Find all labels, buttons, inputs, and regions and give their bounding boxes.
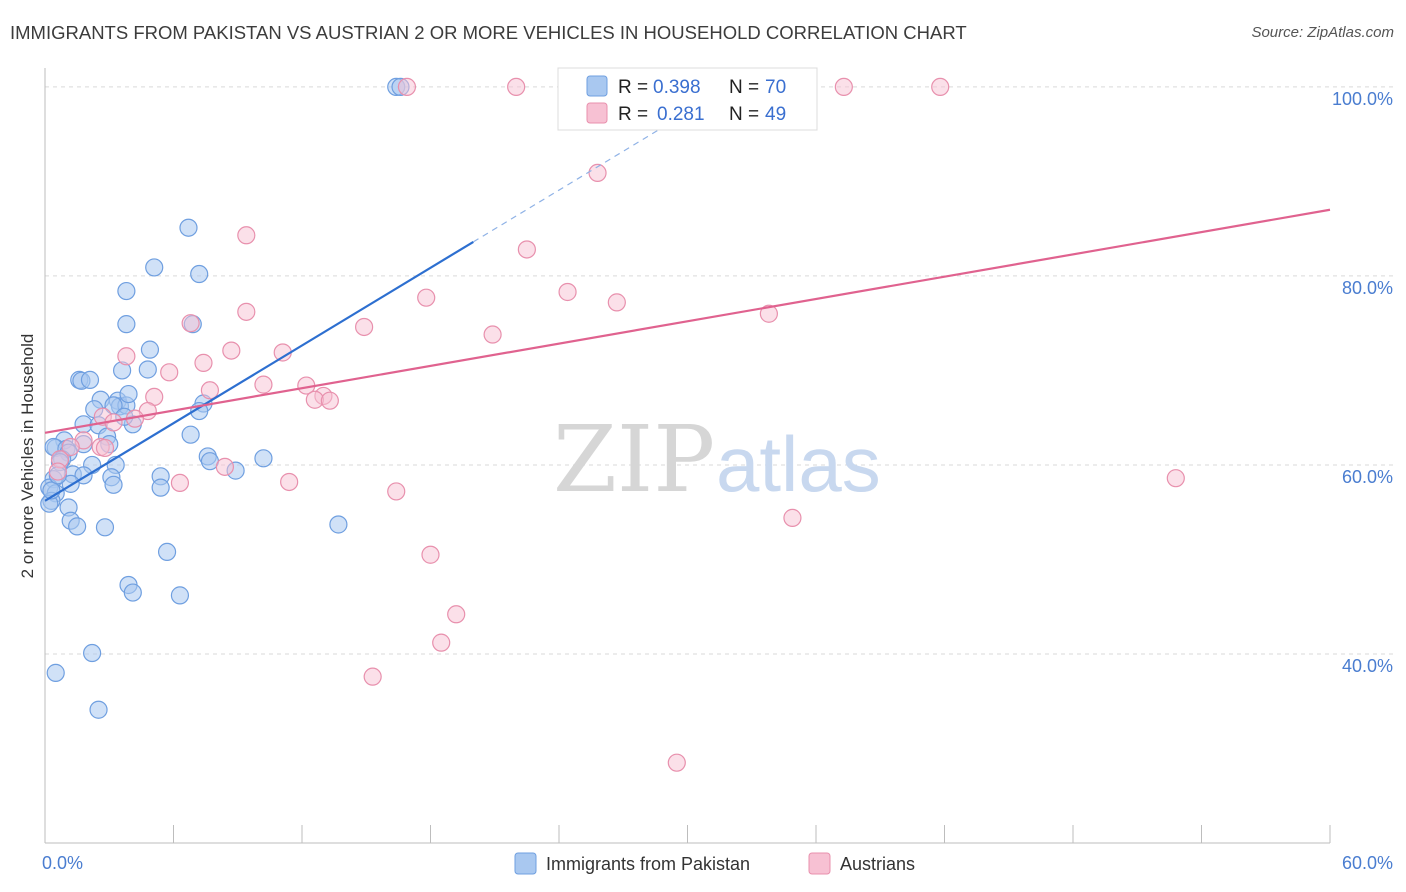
data-point-pakistan	[138, 360, 157, 379]
legend-r-label-1: R =	[618, 77, 648, 98]
data-point-austrians	[237, 226, 256, 245]
data-point-austrians	[254, 375, 273, 394]
data-point-pakistan	[170, 586, 190, 605]
legend-bottom-pink-swatch	[808, 852, 831, 875]
data-point-pakistan	[151, 478, 170, 497]
data-point-pakistan	[145, 258, 164, 277]
legend-bottom-label-2: Austrians	[840, 854, 915, 874]
legend-top: R = 0.398 N = 70 R = 0.281 N = 49	[557, 67, 818, 131]
trend-line-pakistan-extension	[473, 98, 710, 243]
legend-r-value-2: 0.281	[657, 104, 705, 125]
data-point-austrians	[117, 347, 136, 366]
x-tick-label-min: 0.0%	[42, 853, 83, 873]
data-point-austrians	[320, 391, 339, 410]
watermark-zip: ZIP	[553, 406, 715, 513]
legend-bottom-label-1: Immigrants from Pakistan	[546, 854, 750, 874]
data-point-austrians	[61, 437, 80, 457]
data-point-pakistan	[83, 643, 102, 663]
data-point-pakistan	[95, 518, 115, 537]
legend-blue-swatch	[586, 75, 608, 97]
data-point-austrians	[483, 325, 502, 344]
data-point-pakistan	[117, 281, 136, 301]
legend-r-value-1: 0.398	[653, 77, 701, 98]
x-tick-label-max: 60.0%	[1342, 853, 1393, 873]
data-point-pakistan	[140, 340, 160, 359]
data-point-austrians	[181, 314, 200, 333]
legend-bottom-blue-swatch	[514, 852, 537, 875]
legend-n-label-1: N =	[729, 77, 759, 98]
data-point-pakistan	[123, 583, 142, 602]
series-austrians-points	[48, 77, 1185, 772]
y-tick-label: 60.0%	[1342, 467, 1393, 487]
data-point-austrians	[222, 341, 241, 360]
data-point-austrians	[783, 508, 802, 527]
y-tick-label: 80.0%	[1342, 278, 1393, 298]
data-point-pakistan	[89, 700, 108, 719]
data-point-pakistan	[68, 517, 87, 536]
data-point-austrians	[588, 163, 607, 183]
trend-lines	[44, 98, 1331, 502]
data-point-pakistan	[181, 425, 200, 444]
data-point-austrians	[170, 473, 190, 493]
data-point-austrians	[417, 288, 436, 307]
data-point-austrians	[200, 381, 220, 400]
data-point-pakistan	[46, 663, 65, 682]
data-point-pakistan	[117, 315, 136, 334]
data-point-austrians	[432, 633, 451, 652]
grid-lines	[45, 86, 1395, 655]
y-axis-title: 2 or more Vehicles in Household	[18, 334, 37, 579]
data-point-austrians	[667, 753, 686, 772]
data-point-pakistan	[104, 475, 123, 494]
data-point-austrians	[215, 457, 234, 476]
data-point-austrians	[607, 293, 626, 312]
legend-pink-swatch	[586, 102, 608, 124]
trend-line-austrians	[44, 208, 1331, 434]
data-point-austrians	[160, 363, 179, 382]
data-point-austrians	[1166, 469, 1185, 488]
data-point-pakistan	[119, 384, 138, 404]
data-point-austrians	[363, 667, 382, 686]
data-point-austrians	[48, 462, 67, 481]
legend-n-label-2: N =	[729, 104, 759, 125]
data-point-austrians	[931, 77, 950, 97]
legend-n-value-1: 70	[765, 77, 786, 98]
data-point-pakistan	[80, 370, 100, 389]
source-label: Source: ZipAtlas.com	[1251, 24, 1394, 41]
data-point-pakistan	[157, 542, 177, 562]
data-point-austrians	[387, 482, 406, 501]
data-point-austrians	[355, 317, 374, 337]
y-tick-label: 40.0%	[1342, 656, 1393, 676]
data-point-austrians	[397, 77, 417, 97]
data-point-austrians	[447, 605, 466, 624]
watermark-atlas: atlas	[716, 420, 881, 508]
legend-n-value-2: 49	[765, 104, 786, 125]
data-point-austrians	[517, 240, 536, 259]
tick-labels: 40.0% 60.0% 80.0% 100.0% 0.0% 60.0%	[42, 89, 1393, 873]
legend-bottom: Immigrants from Pakistan Austrians	[514, 852, 915, 875]
watermark: ZIP atlas	[553, 406, 881, 513]
trend-line-pakistan	[44, 240, 474, 502]
chart-title: IMMIGRANTS FROM PAKISTAN VS AUSTRIAN 2 O…	[10, 22, 967, 43]
data-point-pakistan	[179, 218, 198, 237]
data-point-austrians	[280, 472, 299, 492]
legend-r-label-2: R =	[618, 104, 648, 125]
data-point-pakistan	[190, 264, 209, 284]
data-point-austrians	[194, 353, 213, 372]
data-point-austrians	[237, 302, 256, 321]
series-pakistan-points	[40, 77, 410, 719]
data-point-austrians	[558, 282, 577, 302]
axes	[44, 68, 1331, 844]
data-point-austrians	[759, 304, 778, 323]
data-point-austrians	[421, 545, 440, 564]
data-point-pakistan	[329, 515, 348, 534]
data-point-austrians	[507, 77, 526, 97]
data-point-austrians	[834, 77, 853, 97]
y-tick-label: 100.0%	[1332, 89, 1393, 109]
data-point-austrians	[95, 438, 115, 458]
data-point-pakistan	[254, 449, 273, 468]
